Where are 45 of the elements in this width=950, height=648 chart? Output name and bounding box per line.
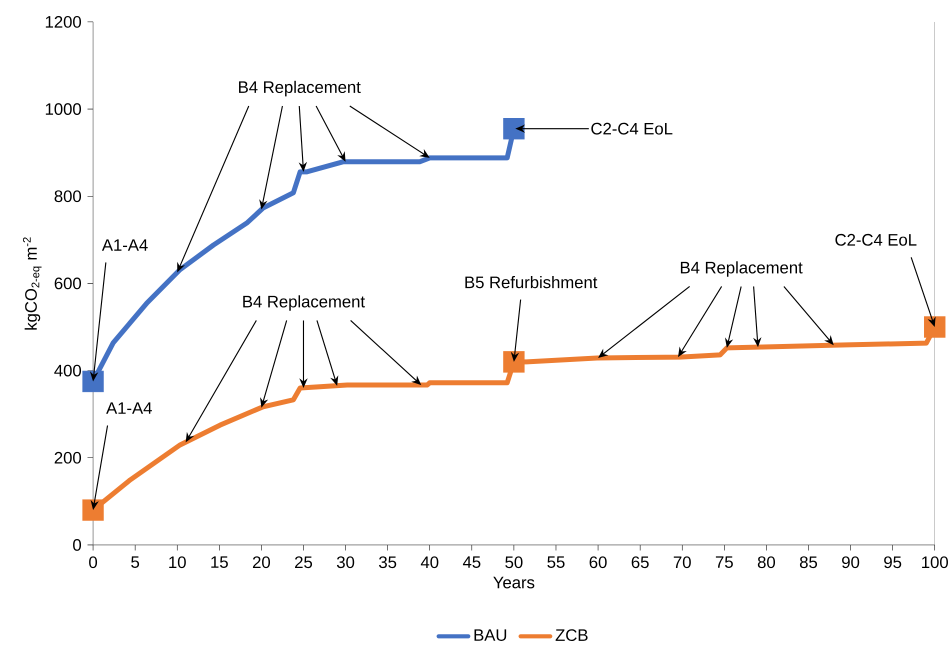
x-tick-label: 35 [379, 556, 396, 568]
x-tick-label: 55 [547, 556, 565, 568]
annotation: B4 Replacement [243, 295, 365, 311]
point [924, 316, 946, 338]
x-tick-label: 100 [922, 556, 948, 568]
y-tick-label: 200 [54, 452, 82, 464]
x-tick-label: 40 [420, 556, 438, 568]
x-tick-label: 60 [590, 556, 607, 568]
y-tick-label: 400 [54, 364, 82, 376]
y-tick-label: 1000 [46, 103, 82, 115]
point [503, 351, 525, 373]
x-tick-label: 75 [716, 556, 733, 568]
x-tick-label: 5 [131, 556, 140, 568]
x-tick-label: 90 [842, 556, 860, 568]
x-tick-label: 70 [674, 556, 691, 568]
legend-label: ZCB [556, 629, 588, 642]
y-tick-label: 0 [73, 539, 82, 551]
annotation: A1-A4 [106, 402, 152, 414]
x-tick-label: 85 [800, 556, 818, 568]
point [82, 370, 104, 392]
x-tick-label: 95 [884, 556, 902, 568]
y-axis-title: kgCO$_{2-eq}$ m$^{-2}$ [22, 237, 42, 330]
x-tick-label: 25 [295, 556, 312, 568]
x-tick-label: 15 [211, 556, 228, 568]
x-axis-title: Years [493, 576, 534, 588]
annotation: A1-A4 [102, 239, 148, 251]
y-tick-label: 1200 [46, 16, 82, 28]
x-tick-label: 30 [336, 556, 354, 568]
x-tick-label: 20 [252, 556, 270, 568]
x-tick-label: 0 [89, 556, 98, 568]
x-tick-label: 65 [632, 556, 649, 568]
legend-label: BAU [474, 629, 506, 641]
annotation: B5 Refurbishment [465, 276, 598, 288]
y-tick-label: 600 [54, 278, 82, 290]
annotation: B4 Replacement [680, 261, 803, 277]
annotation: C2-C4 EoL [591, 122, 672, 135]
annotation: C2-C4 EoL [835, 234, 916, 246]
x-tick-label: 10 [169, 556, 186, 568]
point [82, 499, 104, 521]
x-tick-label: 80 [758, 556, 776, 568]
annotation: B4 Replacement [239, 80, 361, 96]
y-tick-label: 800 [54, 190, 82, 202]
x-tick-label: 50 [505, 556, 523, 568]
point [503, 118, 525, 140]
x-tick-label: 45 [462, 556, 480, 568]
